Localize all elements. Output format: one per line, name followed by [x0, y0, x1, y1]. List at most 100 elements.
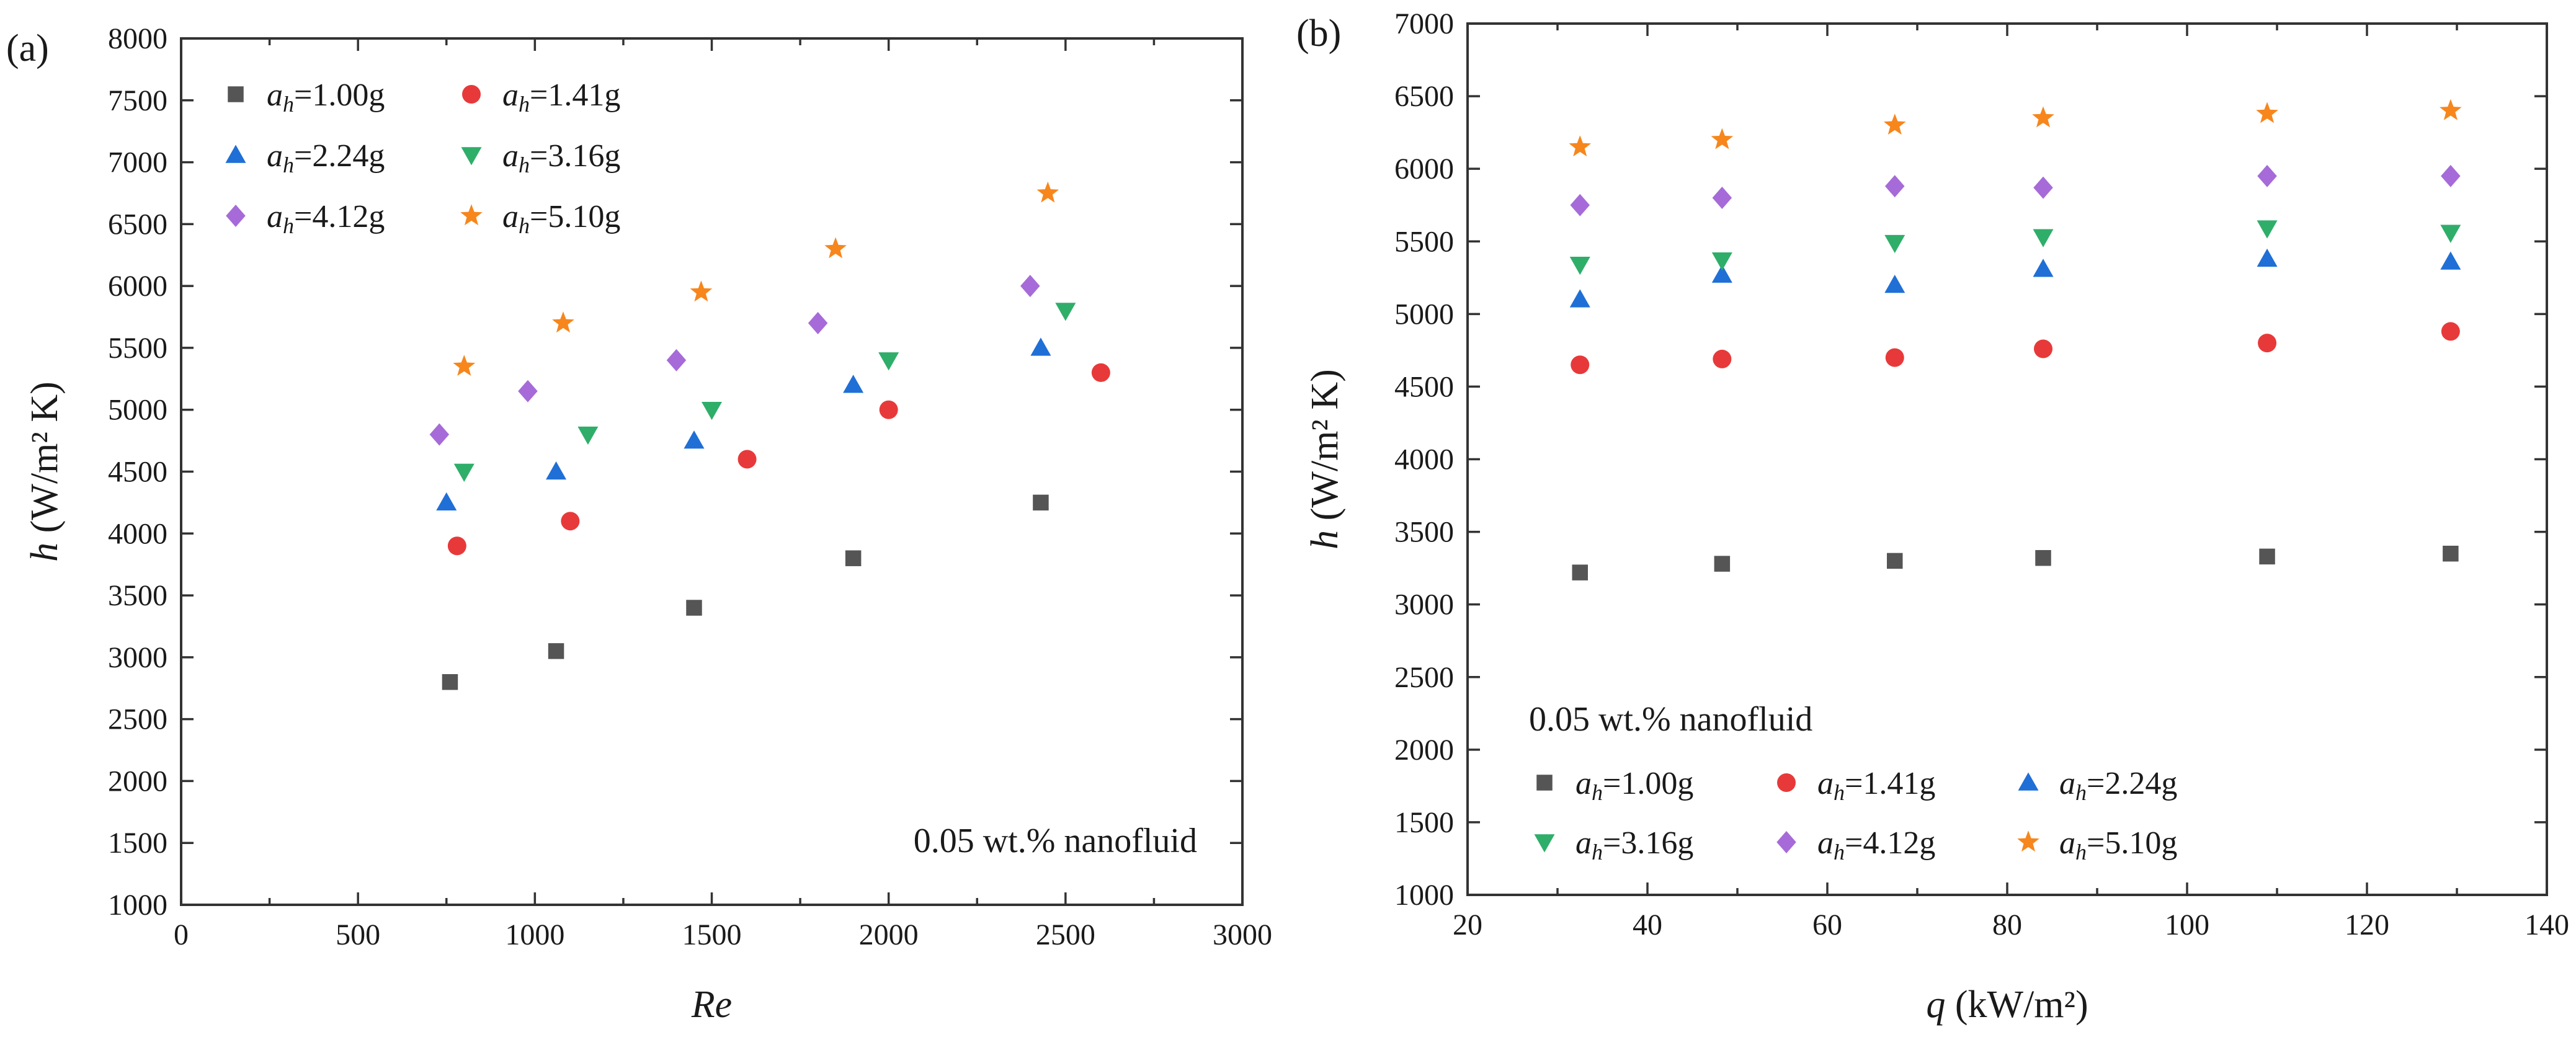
data-point: [561, 512, 580, 531]
data-point: [684, 430, 705, 449]
data-point: [453, 355, 476, 376]
y-tick-label: 2500: [108, 703, 167, 736]
data-point: [702, 401, 722, 420]
legend-label: ah=4.12g: [267, 199, 385, 238]
legend-marker: [1536, 775, 1553, 791]
data-point: [2259, 548, 2275, 565]
legend-label: ah=5.10g: [2059, 825, 2177, 864]
data-point: [1570, 193, 1590, 216]
data-point: [1030, 337, 1051, 356]
data-point: [436, 492, 457, 511]
y-tick-label: 4500: [1394, 370, 1454, 403]
legend-marker: [225, 144, 246, 163]
data-point: [1711, 252, 1732, 271]
data-point: [2440, 224, 2461, 243]
data-point: [1883, 113, 1906, 135]
data-point: [1055, 303, 1076, 321]
data-point: [552, 311, 574, 333]
x-tick-label: 2500: [1036, 918, 1095, 951]
data-point: [1571, 355, 1590, 375]
annotation-text: 0.05 wt.% nanofluid: [1529, 700, 1812, 739]
data-point: [1569, 289, 1590, 308]
y-tick-label: 1000: [108, 889, 167, 922]
x-tick-label: 2000: [859, 918, 919, 951]
y-tick-label: 6000: [108, 270, 167, 303]
legend: ah=1.00g ah=1.41g ah=2.24g ah=3.16g ah=4.12g…: [225, 78, 620, 238]
legend: ah=1.00g ah=1.41g ah=2.24g ah=3.16g ah=4.12g…: [1534, 766, 2177, 864]
data-point: [1569, 256, 1590, 275]
x-axis-title: Re: [691, 984, 732, 1026]
series-triangle-down: [453, 303, 1076, 482]
panel-label: (b): [1296, 12, 1341, 55]
y-tick-label: 1000: [1394, 879, 1454, 912]
y-tick-label: 3500: [108, 579, 167, 612]
y-tick-label: 7500: [108, 84, 167, 117]
y-tick-label: 4500: [108, 456, 167, 489]
x-axis-title: q (kW/m²): [1926, 984, 2088, 1026]
y-tick-label: 7000: [1394, 7, 1454, 40]
data-point: [2441, 322, 2460, 341]
y-tick-label: 2000: [108, 765, 167, 798]
data-point: [879, 400, 898, 419]
data-point: [429, 423, 450, 446]
data-point: [1572, 564, 1588, 580]
y-tick-label: 5500: [1394, 225, 1454, 258]
data-point: [442, 674, 458, 690]
legend-label: ah=2.24g: [2059, 766, 2177, 805]
annotation-text: 0.05 wt.% nanofluid: [914, 822, 1197, 860]
data-point: [2256, 102, 2278, 123]
legend-label: ah=3.16g: [1575, 825, 1693, 864]
data-point: [1711, 128, 1734, 149]
data-point: [808, 312, 828, 335]
y-tick-label: 5500: [108, 332, 167, 365]
data-point: [453, 463, 475, 482]
data-point: [845, 550, 862, 566]
data-point: [878, 352, 899, 371]
legend-label: ah=3.16g: [502, 138, 620, 177]
data-point: [2257, 164, 2277, 187]
data-point: [1885, 348, 1904, 367]
y-tick-label: 2000: [1394, 734, 1454, 767]
series-circle: [447, 363, 1110, 556]
y-tick-label: 1500: [108, 827, 167, 860]
data-point: [824, 237, 847, 259]
panel-a-chart: 0 500 1000 1500 2000 2500 3000 1000 1500 2000 2500…: [6, 22, 1272, 1026]
data-point: [2257, 248, 2278, 267]
data-point: [2035, 549, 2051, 566]
data-point: [2032, 106, 2054, 128]
legend-marker: [226, 205, 246, 227]
series-triangle-up: [436, 337, 1051, 511]
data-point: [1712, 187, 1732, 209]
legend-label: ah=1.41g: [1817, 766, 1935, 805]
x-tick-label: 120: [2345, 909, 2389, 941]
data-point: [2440, 251, 2461, 270]
y-tick-label: 2500: [1394, 661, 1454, 694]
data-point: [1091, 363, 1110, 382]
data-point: [1884, 275, 1905, 293]
data-point: [1569, 135, 1592, 157]
y-tick-label: 5000: [1394, 298, 1454, 331]
data-point: [1887, 553, 1903, 569]
panel-label: (a): [6, 27, 49, 69]
data-point: [1884, 234, 1905, 254]
data-point: [1885, 175, 1905, 198]
x-tick-label: 140: [2525, 909, 2569, 941]
legend-marker: [460, 204, 483, 226]
plot-frame: [1466, 22, 2548, 896]
data-point: [1711, 264, 1732, 283]
data-point: [2441, 164, 2461, 187]
data-point: [546, 461, 567, 480]
y-tick-label: 7000: [108, 146, 167, 179]
x-tick-label: 1500: [682, 918, 742, 951]
data-point: [2033, 259, 2054, 277]
x-tick-label: 80: [1992, 909, 2022, 941]
x-tick-label: 500: [336, 918, 380, 951]
data-point: [690, 280, 713, 302]
x-tick-label: 1000: [505, 918, 564, 951]
y-tick-label: 6000: [1394, 153, 1454, 185]
legend-label: ah=4.12g: [1817, 825, 1935, 864]
data-point: [2440, 99, 2462, 120]
x-tick-label: 100: [2165, 909, 2209, 941]
data-point: [577, 426, 599, 445]
